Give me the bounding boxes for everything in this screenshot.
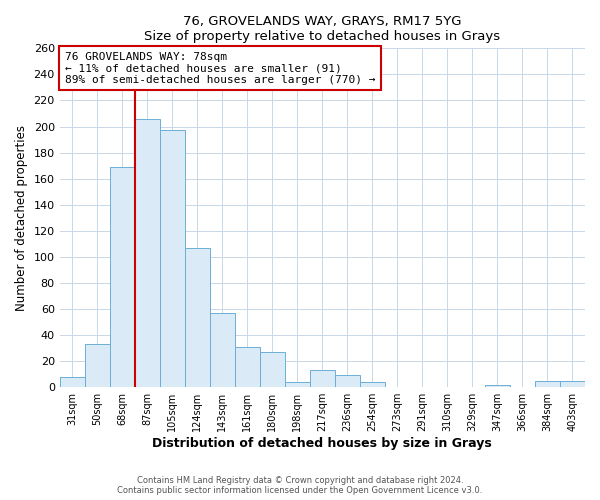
Y-axis label: Number of detached properties: Number of detached properties	[15, 125, 28, 311]
Title: 76, GROVELANDS WAY, GRAYS, RM17 5YG
Size of property relative to detached houses: 76, GROVELANDS WAY, GRAYS, RM17 5YG Size…	[144, 15, 500, 43]
Text: Contains HM Land Registry data © Crown copyright and database right 2024.
Contai: Contains HM Land Registry data © Crown c…	[118, 476, 482, 495]
Bar	[285, 382, 310, 387]
Bar	[110, 167, 135, 387]
Bar	[260, 352, 285, 387]
Bar	[335, 376, 360, 387]
Bar	[310, 370, 335, 387]
Bar	[85, 344, 110, 387]
Bar	[185, 248, 210, 387]
Bar	[235, 347, 260, 387]
Bar	[59, 377, 85, 387]
Bar	[560, 380, 585, 387]
X-axis label: Distribution of detached houses by size in Grays: Distribution of detached houses by size …	[152, 437, 492, 450]
Bar	[360, 382, 385, 387]
Text: 76 GROVELANDS WAY: 78sqm
← 11% of detached houses are smaller (91)
89% of semi-d: 76 GROVELANDS WAY: 78sqm ← 11% of detach…	[65, 52, 376, 85]
Bar	[135, 118, 160, 387]
Bar	[160, 130, 185, 387]
Bar	[485, 384, 510, 387]
Bar	[210, 313, 235, 387]
Bar	[535, 380, 560, 387]
